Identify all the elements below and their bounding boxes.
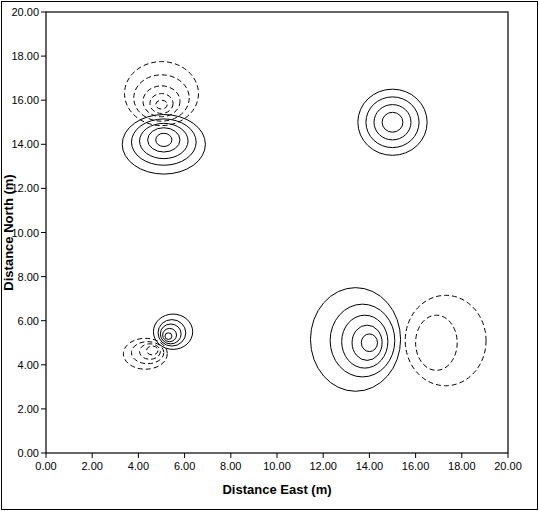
x-tick-label: 6.00 xyxy=(174,460,195,472)
contour-line xyxy=(342,315,388,368)
y-tick xyxy=(41,56,46,57)
contour-line xyxy=(148,128,180,152)
contour-line xyxy=(156,133,172,146)
contour-line xyxy=(165,333,172,340)
y-axis-label: Distance North (m) xyxy=(1,174,16,290)
x-tick xyxy=(138,453,139,458)
contour-line xyxy=(310,288,400,392)
contour-line xyxy=(134,75,189,121)
x-tick xyxy=(415,453,416,458)
contour-line xyxy=(122,115,205,175)
x-tick-label: 12.00 xyxy=(309,460,337,472)
x-tick-label: 8.00 xyxy=(220,460,241,472)
chart: 0.00 2.00 4.00 6.00 8.00 10.00 12.00 14.00 16.00… xyxy=(0,0,539,511)
x-tick xyxy=(277,453,278,458)
x-tick xyxy=(46,453,47,458)
contour-line xyxy=(125,62,199,126)
contour-line xyxy=(374,105,411,140)
contour-line xyxy=(352,325,382,360)
x-tick-label: 2.00 xyxy=(81,460,102,472)
contour-line xyxy=(146,346,158,355)
y-tick xyxy=(41,232,46,233)
x-tick-label: 16.00 xyxy=(402,460,430,472)
y-tick-label: 18.00 xyxy=(11,50,39,62)
contour-line xyxy=(123,338,167,369)
x-tick-label: 4.00 xyxy=(128,460,149,472)
y-tick-label: 20.00 xyxy=(11,6,39,18)
x-tick-label: 20.00 xyxy=(494,460,522,472)
contour-line xyxy=(140,123,189,158)
y-tick xyxy=(41,144,46,145)
y-tick xyxy=(41,408,46,409)
y-tick-label: 8.00 xyxy=(18,271,39,283)
contour-line xyxy=(382,112,403,132)
y-tick xyxy=(41,188,46,189)
contour-line xyxy=(163,328,177,341)
x-tick xyxy=(230,453,231,458)
contour-line xyxy=(405,295,486,385)
contour-line xyxy=(153,314,192,349)
y-tick-label: 0.00 xyxy=(18,447,39,459)
contour-line xyxy=(361,334,377,352)
x-tick-label: 18.00 xyxy=(448,460,476,472)
contour-line xyxy=(131,342,163,364)
x-tick-label: 14.00 xyxy=(356,460,384,472)
x-tick xyxy=(369,453,370,458)
y-tick xyxy=(41,12,46,13)
contour-line xyxy=(416,315,458,370)
x-tick xyxy=(323,453,324,458)
contour-line xyxy=(160,324,181,344)
contour-line xyxy=(358,89,427,155)
contour-line xyxy=(143,86,180,117)
x-tick-label: 10.00 xyxy=(263,460,291,472)
contour-line xyxy=(330,304,395,377)
x-tick xyxy=(508,453,509,458)
x-tick-label: 0.00 xyxy=(35,460,56,472)
y-tick xyxy=(41,453,46,454)
y-tick xyxy=(41,320,46,321)
contour-line xyxy=(140,344,161,359)
y-tick xyxy=(41,276,46,277)
y-tick-label: 14.00 xyxy=(11,138,39,150)
figure-border xyxy=(2,2,538,510)
y-tick-label: 4.00 xyxy=(18,359,39,371)
x-axis-label: Distance East (m) xyxy=(222,482,331,497)
contours xyxy=(122,62,486,392)
y-tick xyxy=(41,100,46,101)
contour-line xyxy=(156,100,168,109)
x-tick xyxy=(461,453,462,458)
y-tick xyxy=(41,364,46,365)
x-tick xyxy=(184,453,185,458)
y-tick-label: 2.00 xyxy=(18,403,39,415)
contour-line xyxy=(150,94,173,114)
contour-line xyxy=(366,97,419,148)
x-tick xyxy=(92,453,93,458)
y-tick-label: 16.00 xyxy=(11,94,39,106)
contour-line xyxy=(158,320,186,346)
y-tick-label: 6.00 xyxy=(18,315,39,327)
plot-frame xyxy=(46,12,508,453)
